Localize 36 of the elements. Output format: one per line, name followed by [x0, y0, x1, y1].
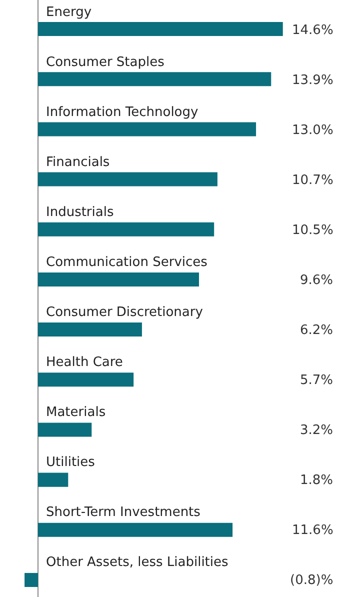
y-tick-label: Consumer Staples: [46, 55, 165, 70]
data-label: 11.6%: [292, 523, 334, 538]
bar: [38, 22, 283, 36]
data-label: 1.8%: [300, 473, 334, 488]
y-tick-label: Other Assets, less Liabilities: [46, 555, 229, 570]
data-label: 13.0%: [292, 123, 334, 138]
y-tick-label: Industrials: [46, 205, 114, 220]
bar: [38, 472, 68, 487]
bar: [38, 522, 233, 537]
y-tick-label: Financials: [46, 155, 110, 170]
bar: [38, 272, 199, 286]
y-tick-label: Short-Term Investments: [46, 505, 201, 520]
y-tick-label: Consumer Discretionary: [46, 305, 204, 320]
data-label: 14.6%: [292, 23, 334, 38]
bar: [38, 222, 214, 236]
bar: [38, 322, 142, 337]
data-label: 10.7%: [292, 173, 334, 188]
data-label: 6.2%: [300, 323, 334, 338]
data-label: 10.5%: [292, 223, 334, 238]
data-label: 9.6%: [300, 273, 334, 288]
y-tick-label: Health Care: [46, 355, 123, 370]
data-label: 13.9%: [292, 73, 334, 88]
data-label: 3.2%: [300, 423, 334, 438]
y-tick-label: Utilities: [46, 455, 96, 470]
bar: [38, 372, 134, 387]
bar: [38, 72, 272, 86]
data-label: 5.7%: [300, 373, 334, 388]
bar: [38, 422, 92, 437]
y-tick-label: Materials: [46, 405, 106, 420]
bar: [38, 122, 256, 136]
y-tick-label: Information Technology: [46, 105, 199, 120]
bar: [24, 572, 38, 587]
data-label: (0.8)%: [290, 573, 334, 588]
y-tick-label: Communication Services: [46, 255, 208, 270]
y-tick-label: Energy: [46, 5, 92, 20]
bar: [38, 172, 218, 186]
